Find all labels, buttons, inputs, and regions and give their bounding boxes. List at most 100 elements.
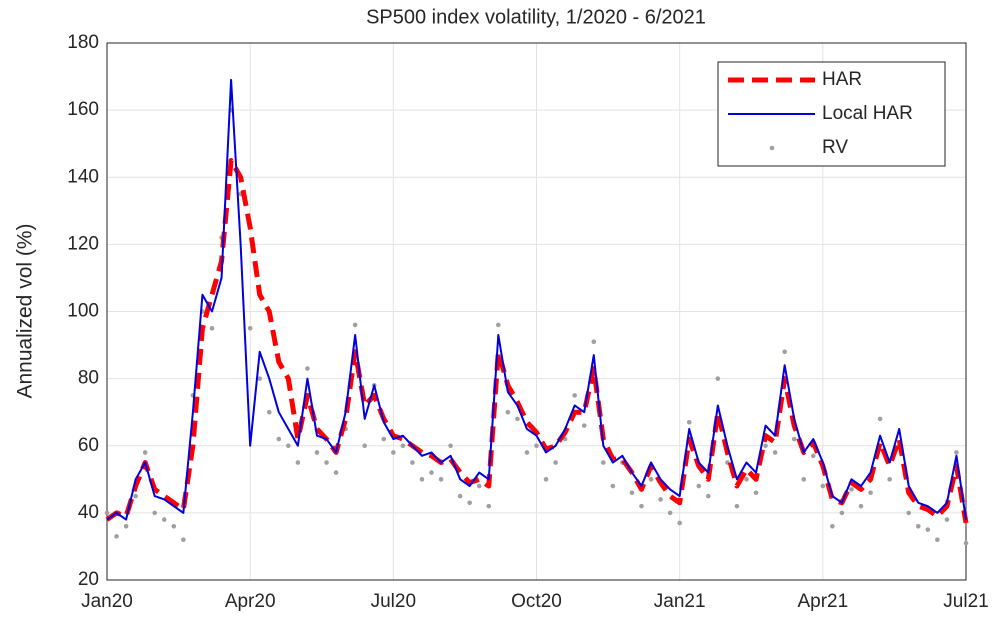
rv-point xyxy=(247,325,253,331)
rv-point xyxy=(887,477,892,482)
series-line xyxy=(106,78,967,521)
legend-label: RV xyxy=(822,137,848,158)
rv-point xyxy=(362,443,368,449)
rv-point xyxy=(295,460,301,465)
y-axis-label: Annualized vol (%) xyxy=(14,223,37,398)
rv-point xyxy=(381,436,387,442)
rv-point xyxy=(467,500,472,506)
rv-point xyxy=(753,490,759,496)
rv-point xyxy=(744,477,749,482)
rv-point xyxy=(496,322,501,328)
y-tick-label: 180 xyxy=(67,32,99,53)
rv-point xyxy=(925,527,931,532)
y-tick-label: 40 xyxy=(78,502,99,523)
rv-point xyxy=(629,490,635,496)
rv-point xyxy=(877,416,883,422)
rv-point xyxy=(553,460,558,465)
rv-point xyxy=(429,470,434,475)
plot-frame xyxy=(106,42,967,581)
y-tick-label: 160 xyxy=(67,99,99,120)
rv-point xyxy=(419,477,425,482)
rv-point xyxy=(639,503,644,509)
rv-point xyxy=(801,477,807,482)
y-tick-label: 120 xyxy=(67,233,99,254)
y-tick-label: 60 xyxy=(78,435,99,456)
chart-title: SP500 index volatility, 1/2020 - 6/2021 xyxy=(366,6,706,28)
rv-point xyxy=(858,503,864,509)
rv-point xyxy=(286,443,291,449)
rv-point xyxy=(152,510,158,516)
rv-point xyxy=(686,419,692,425)
rv-point xyxy=(572,393,577,398)
x-tick-label: Jul21 xyxy=(943,591,988,612)
rv-point xyxy=(791,436,797,442)
rv-point xyxy=(352,322,358,328)
rv-point xyxy=(944,517,950,522)
rv-point xyxy=(114,534,119,539)
rv-point xyxy=(314,450,320,455)
rv-point xyxy=(266,409,272,415)
x-tick-label: Apr20 xyxy=(225,591,276,612)
legend: HAR Local HAR RV xyxy=(717,61,946,167)
rv-point xyxy=(820,483,826,489)
rv-point xyxy=(457,493,463,499)
rv-point xyxy=(915,524,921,529)
rv-point xyxy=(142,450,148,455)
rv-point xyxy=(486,503,492,509)
rv-point xyxy=(782,349,787,355)
legend-marker xyxy=(769,145,775,151)
rv-point xyxy=(543,477,549,482)
y-tick-label: 80 xyxy=(78,368,99,389)
rv-point xyxy=(410,460,415,465)
rv-point xyxy=(715,376,721,381)
rv-point xyxy=(734,503,740,509)
rv-point xyxy=(763,443,768,449)
x-tick-label: Jan21 xyxy=(654,591,706,612)
rv-point xyxy=(305,366,310,371)
legend-label: HAR xyxy=(822,69,862,90)
rv-point xyxy=(400,443,406,449)
rv-point xyxy=(438,477,444,482)
rv-point xyxy=(810,453,816,459)
rv-point xyxy=(515,416,520,422)
x-tick-label: Apr21 xyxy=(797,591,848,612)
rv-point xyxy=(161,517,167,522)
rv-point xyxy=(391,450,396,455)
y-tick-label: 140 xyxy=(67,166,99,187)
x-tick-label: Jan20 xyxy=(81,591,133,612)
rv-point xyxy=(868,490,873,496)
x-tick-label: Jul20 xyxy=(371,591,416,612)
rv-point xyxy=(954,450,959,455)
y-tick-label: 20 xyxy=(78,569,99,590)
rv-point xyxy=(591,339,597,345)
rv-point xyxy=(963,540,969,546)
rv-point xyxy=(581,423,587,428)
rv-point xyxy=(524,450,530,455)
y-tick-label: 100 xyxy=(67,301,99,322)
rv-point xyxy=(333,470,339,475)
rv-point xyxy=(839,510,845,516)
rv-point xyxy=(658,497,663,502)
rv-point xyxy=(209,325,215,331)
rv-point xyxy=(677,520,682,526)
rv-point xyxy=(849,487,854,492)
rv-point xyxy=(696,483,702,489)
rv-point xyxy=(104,510,110,516)
rv-point xyxy=(534,443,539,449)
rv-point xyxy=(610,483,616,489)
x-tick-label: Oct20 xyxy=(511,591,562,612)
rv-point xyxy=(324,460,329,465)
rv-point xyxy=(476,483,482,489)
rv-point xyxy=(601,460,606,465)
rv-point xyxy=(648,477,654,482)
legend-label: Local HAR xyxy=(822,103,913,124)
rv-point xyxy=(830,524,835,529)
rv-point xyxy=(706,493,711,499)
rv-point xyxy=(181,537,186,543)
rv-point xyxy=(276,436,282,442)
rv-point xyxy=(123,524,129,529)
rv-point xyxy=(171,524,177,529)
rv-point xyxy=(667,510,673,516)
